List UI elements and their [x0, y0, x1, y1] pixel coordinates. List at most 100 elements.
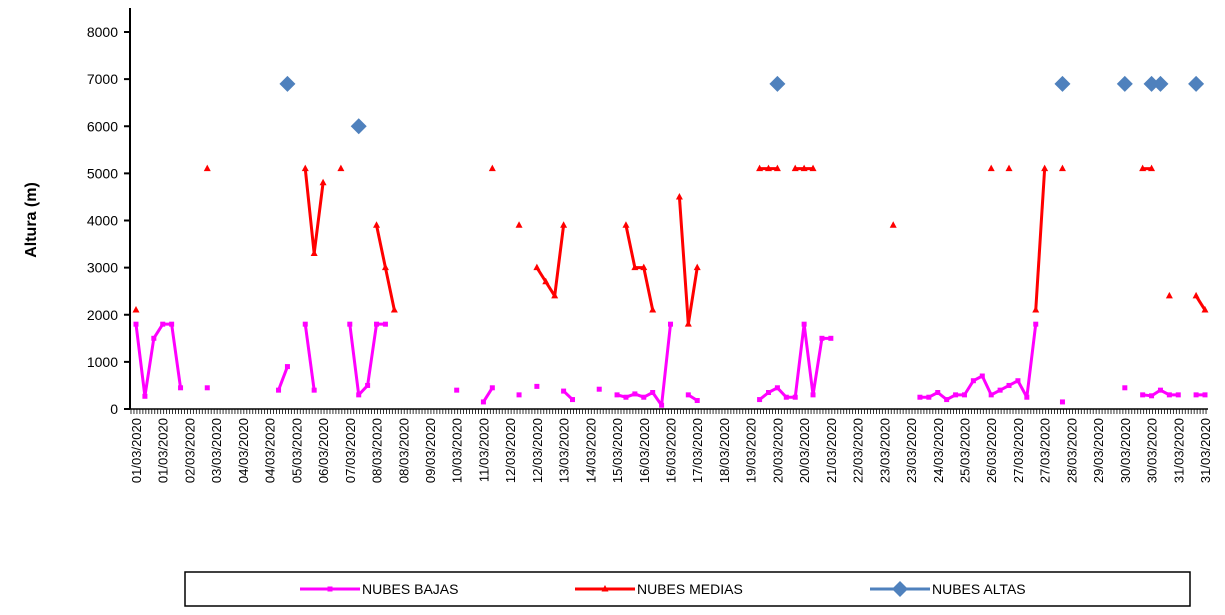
data-point	[650, 390, 656, 396]
series-line	[134, 322, 183, 398]
x-tick-label: 13/03/2020	[557, 418, 572, 483]
y-tick-label: 6000	[87, 118, 118, 134]
data-point	[570, 397, 576, 403]
data-point	[970, 378, 976, 384]
series-line	[277, 366, 289, 391]
data-point	[783, 394, 789, 400]
data-point	[319, 178, 327, 186]
x-tick-label: 07/03/2020	[343, 418, 358, 483]
data-point	[1148, 164, 1156, 172]
series-line	[303, 323, 316, 391]
x-tick-label: 31/03/2020	[1171, 418, 1186, 483]
data-point	[632, 391, 638, 397]
data-point	[791, 164, 799, 172]
data-point	[765, 390, 771, 396]
data-point	[694, 398, 700, 404]
data-point	[917, 394, 923, 400]
data-point	[1006, 382, 1012, 388]
series-line	[919, 323, 1038, 402]
legend-label: NUBES ALTAS	[932, 581, 1026, 597]
data-point	[302, 321, 308, 327]
data-point	[1041, 164, 1049, 172]
data-point	[684, 320, 692, 327]
x-tick-label: 12/03/2020	[530, 418, 545, 483]
x-tick-label: 18/03/2020	[717, 418, 732, 483]
x-tick-label: 22/03/2020	[851, 418, 866, 483]
x-tick-label: 19/03/2020	[744, 418, 759, 483]
data-point	[757, 397, 763, 403]
data-point	[1188, 75, 1205, 92]
y-tick-label: 4000	[87, 213, 118, 229]
x-tick-label: 23/03/2020	[877, 418, 892, 483]
series-line	[624, 224, 655, 311]
data-point	[310, 249, 318, 256]
data-point	[810, 392, 816, 398]
data-point	[1116, 75, 1133, 92]
x-tick-label: 16/03/2020	[664, 418, 679, 483]
data-point	[480, 399, 486, 405]
data-point	[381, 263, 389, 271]
data-point	[675, 192, 683, 200]
data-point	[668, 321, 673, 327]
y-tick-label: 8000	[87, 24, 118, 40]
series-line	[616, 324, 672, 407]
data-point	[1193, 392, 1199, 398]
data-point	[1192, 291, 1200, 299]
data-point	[1058, 164, 1066, 172]
x-tick-label: 30/03/2020	[1118, 418, 1133, 483]
data-point	[516, 392, 522, 398]
x-tick-label: 04/03/2020	[236, 418, 251, 483]
series-line	[535, 225, 566, 298]
data-point	[454, 387, 460, 393]
data-point	[560, 221, 568, 228]
data-point	[1201, 306, 1209, 313]
data-point	[356, 392, 362, 398]
x-tick-label: 27/03/2020	[1011, 418, 1026, 483]
x-tick-label: 12/03/2020	[503, 418, 518, 483]
data-point	[551, 291, 559, 299]
x-tick-label: 08/03/2020	[370, 418, 385, 483]
legend-box	[184, 571, 1191, 607]
data-point	[819, 335, 825, 341]
data-point	[337, 164, 345, 172]
x-tick-label: 15/03/2020	[610, 418, 625, 483]
data-point	[801, 321, 807, 327]
data-point	[142, 393, 148, 399]
data-point	[390, 306, 398, 313]
data-point	[764, 164, 772, 172]
y-tick-label: 1000	[87, 354, 118, 370]
data-point	[301, 164, 309, 172]
x-tick-label: 20/03/2020	[770, 418, 785, 483]
legend-marker	[892, 581, 908, 597]
data-point	[622, 221, 630, 228]
data-point	[1149, 393, 1155, 399]
data-point	[828, 335, 834, 341]
x-tick-label: 08/03/2020	[396, 418, 411, 483]
x-tick-label: 03/03/2020	[209, 418, 224, 483]
data-point	[374, 321, 380, 327]
data-point	[773, 164, 781, 172]
x-tick-label: 30/03/2020	[1145, 418, 1160, 483]
series-line	[1034, 168, 1047, 311]
y-tick-label: 3000	[87, 260, 118, 276]
data-point	[203, 164, 211, 172]
data-point	[693, 263, 701, 271]
data-point	[1143, 75, 1160, 92]
data-point	[542, 277, 550, 285]
data-point	[311, 387, 317, 393]
y-tick-label: 2000	[87, 307, 118, 323]
data-point	[133, 321, 139, 327]
data-point	[151, 335, 157, 341]
data-point	[488, 164, 496, 172]
y-tick-label: 0	[110, 401, 118, 417]
data-point	[1166, 392, 1172, 398]
x-tick-label: 02/03/2020	[182, 418, 197, 483]
x-tick-label: 31/03/2020	[1198, 418, 1213, 483]
data-point	[792, 394, 798, 400]
x-tick-label: 11/03/2020	[476, 418, 491, 482]
series-line	[677, 196, 699, 326]
data-point	[774, 385, 780, 391]
data-point	[1165, 291, 1173, 299]
data-point	[659, 402, 665, 408]
